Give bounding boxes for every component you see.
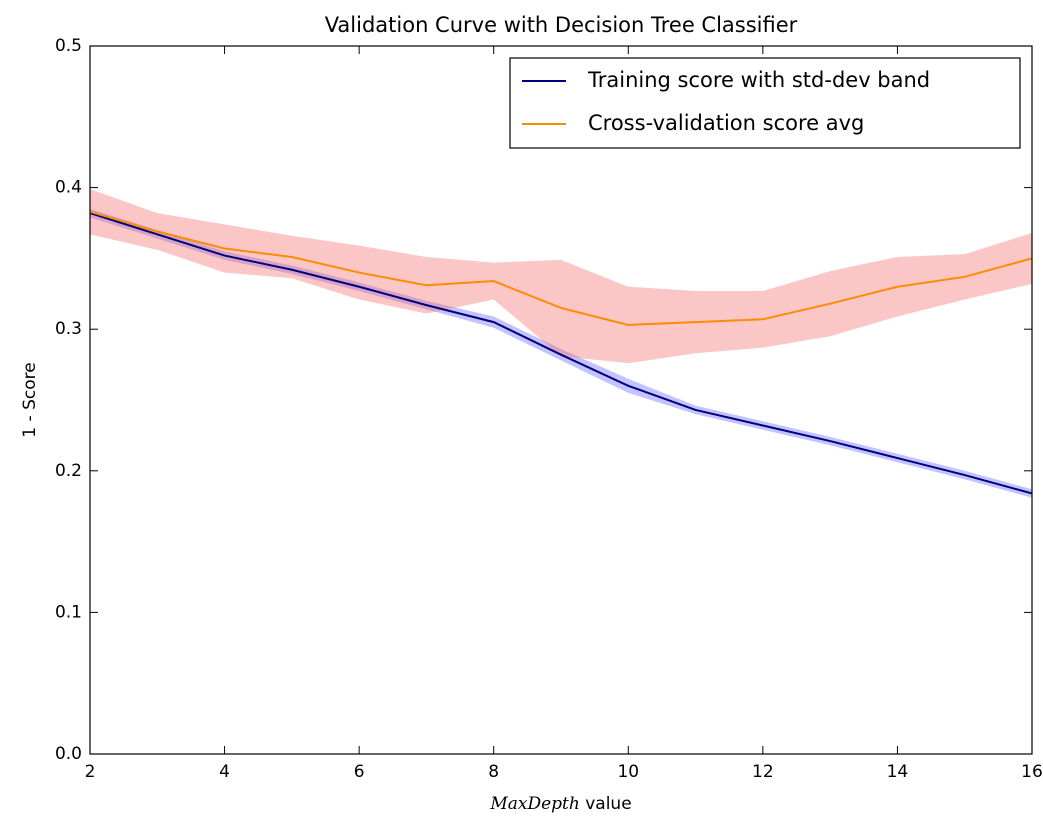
- chart-title: Validation Curve with Decision Tree Clas…: [325, 13, 798, 37]
- plot-frame: [89, 45, 1033, 755]
- y-tick-label: 0.1: [55, 602, 82, 622]
- x-axis-label: MaxDepth value: [489, 794, 631, 815]
- legend-label: Training score with std-dev band: [587, 68, 930, 92]
- series-line: [89, 210, 1033, 326]
- x-tick-label: 14: [887, 762, 909, 782]
- y-tick-label: 0.2: [55, 461, 82, 481]
- x-tick-label: 12: [752, 762, 774, 782]
- x-tick-label: 16: [1021, 762, 1043, 782]
- x-tick-label: 8: [488, 762, 499, 782]
- std-band: [90, 208, 1032, 498]
- x-tick-label: 2: [85, 762, 96, 782]
- x-tick-label: 10: [617, 762, 639, 782]
- series-line: [89, 212, 1033, 495]
- x-tick-label: 6: [354, 762, 365, 782]
- y-tick-label: 0.5: [55, 36, 82, 56]
- y-axis-label: 1 - Score: [20, 362, 40, 437]
- y-tick-label: 0.3: [55, 319, 82, 339]
- x-axis-label-math: MaxDepth: [489, 794, 579, 814]
- y-tick-label: 0.0: [55, 744, 82, 764]
- legend-box: [509, 57, 1021, 149]
- legend-label: Cross-validation score avg: [588, 111, 864, 135]
- x-tick-label: 4: [219, 762, 230, 782]
- y-tick-label: 0.4: [55, 178, 82, 198]
- x-axis-label-text: value: [585, 794, 631, 814]
- std-band: [90, 189, 1032, 364]
